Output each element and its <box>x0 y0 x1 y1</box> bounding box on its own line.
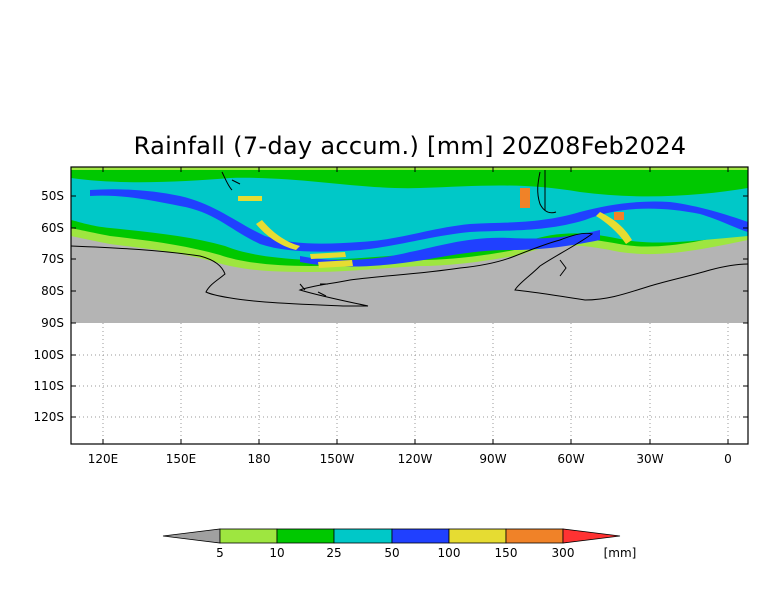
legend-label-25: 25 <box>326 546 341 560</box>
lon-label-180: 180 <box>248 452 271 466</box>
lat-label-70s: 70S <box>41 252 64 266</box>
legend-label-300: 300 <box>552 546 575 560</box>
lon-label-60w: 60W <box>557 452 584 466</box>
legend-swatch-1 <box>219 528 278 544</box>
precipitation-field <box>71 167 748 272</box>
legend-label-5: 5 <box>216 546 224 560</box>
lon-labels: 120E 150E 180 150W 120W 90W 60W 30W 0 <box>88 452 732 466</box>
legend-swatch-4 <box>391 528 450 544</box>
legend-swatch-6 <box>505 528 564 544</box>
lon-label-120w: 120W <box>398 452 433 466</box>
legend-swatch-5 <box>448 528 507 544</box>
lon-label-150w: 150W <box>320 452 355 466</box>
lat-ticks <box>71 195 748 418</box>
lat-label-120s: 120S <box>33 410 64 424</box>
plot-frame <box>70 166 749 445</box>
legend-swatch-0 <box>162 528 221 544</box>
lon-label-30w: 30W <box>636 452 663 466</box>
lon-label-150e: 150E <box>166 452 197 466</box>
legend-swatch-3 <box>333 528 393 544</box>
color-legend: 5 10 25 50 100 150 300 [mm] <box>162 528 637 560</box>
lat-label-100s: 100S <box>33 348 64 362</box>
lon-label-120e: 120E <box>88 452 119 466</box>
legend-label-10: 10 <box>269 546 284 560</box>
legend-label-50: 50 <box>384 546 399 560</box>
grid-lines <box>71 323 748 444</box>
lat-labels: 50S 60S 70S 80S 90S 100S 110S 120S <box>33 189 64 424</box>
legend-label-150: 150 <box>495 546 518 560</box>
lat-label-110s: 110S <box>33 379 64 393</box>
lon-label-0: 0 <box>724 452 732 466</box>
map-title: Rainfall (7-day accum.) [mm] 20Z08Feb202… <box>133 132 687 160</box>
legend-swatch-7 <box>562 528 621 544</box>
lat-label-60s: 60S <box>41 221 64 235</box>
legend-label-100: 100 <box>438 546 461 560</box>
lat-label-80s: 80S <box>41 284 64 298</box>
lon-ticks <box>102 167 729 444</box>
lat-label-90s: 90S <box>41 316 64 330</box>
legend-swatch-2 <box>276 528 335 544</box>
lat-label-50s: 50S <box>41 189 64 203</box>
legend-unit-label: [mm] <box>604 546 637 560</box>
lon-label-90w: 90W <box>479 452 506 466</box>
coastlines <box>70 170 749 307</box>
